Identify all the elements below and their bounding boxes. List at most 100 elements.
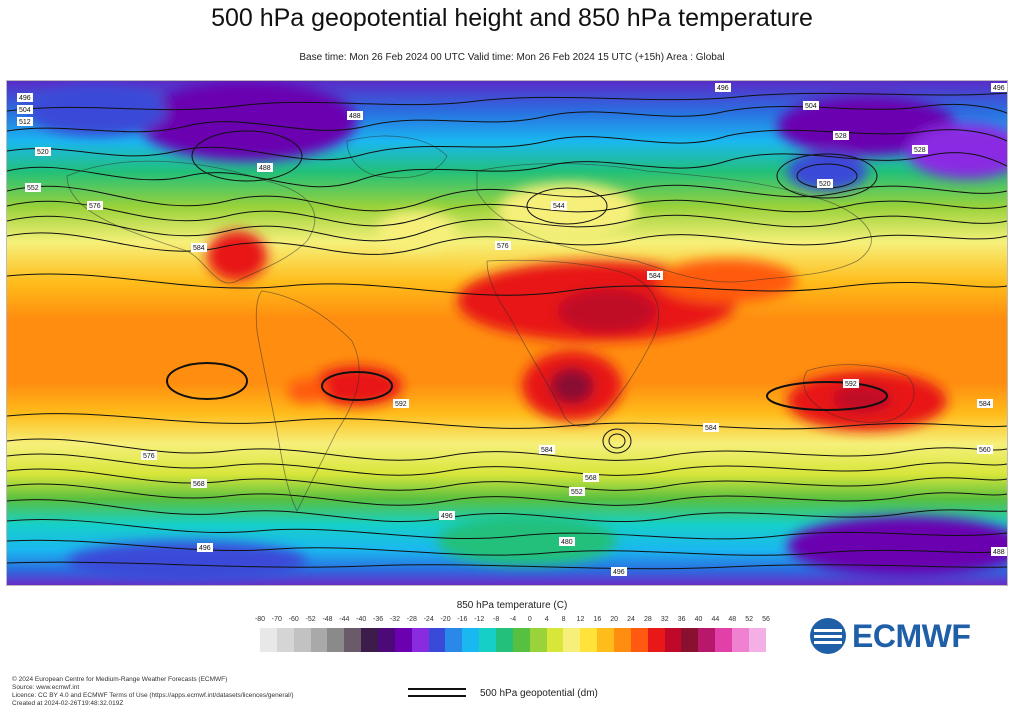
chart-subtitle: Base time: Mon 26 Feb 2024 00 UTC Valid … — [299, 52, 725, 63]
svg-text:496: 496 — [19, 95, 31, 102]
svg-text:504: 504 — [805, 103, 817, 110]
contour-label: 584 — [703, 423, 719, 432]
colorbar — [260, 628, 766, 652]
coastlines — [66, 135, 915, 512]
colorbar-swatch — [293, 628, 311, 652]
contour-label: 488 — [257, 163, 273, 172]
colorbar-tick-label: 32 — [660, 616, 669, 623]
geopotential-contours — [7, 92, 1007, 570]
colorbar-tick-label: -80 — [254, 616, 266, 623]
contour-label: 528 — [912, 145, 928, 154]
svg-text:552: 552 — [571, 489, 583, 496]
footer-credits: © 2024 European Centre for Medium-Range … — [12, 676, 294, 708]
colorbar-tick-label: -24 — [423, 616, 434, 623]
svg-text:504: 504 — [19, 107, 31, 114]
svg-text:576: 576 — [497, 243, 509, 250]
colorbar-swatch — [378, 628, 395, 652]
colorbar-swatch — [748, 628, 766, 652]
svg-text:552: 552 — [27, 185, 39, 192]
svg-text:496: 496 — [613, 569, 625, 576]
colorbar-tick-label: 20 — [610, 616, 619, 623]
contour-label: 560 — [977, 445, 993, 454]
colorbar-swatch — [462, 628, 480, 652]
footer-licence: Licence: CC BY 4.0 and ECMWF Terms of Us… — [12, 692, 294, 699]
colorbar-tick-label: 4 — [544, 616, 549, 623]
colorbar-swatch — [394, 628, 412, 652]
ecmwf-logo-icon — [810, 618, 846, 654]
svg-text:576: 576 — [89, 203, 101, 210]
contour-label: 496 — [197, 543, 213, 552]
colorbar-swatch — [597, 628, 615, 652]
svg-text:576: 576 — [143, 453, 155, 460]
colorbar-swatch — [614, 628, 631, 652]
colorbar-tick-label: -44 — [339, 616, 350, 623]
svg-text:488: 488 — [993, 549, 1005, 556]
footer-created: Created at 2024-02-26T19:48:32.019Z — [12, 700, 124, 707]
map-svg: 496 504 512 520 552 576 488 488 496 496 … — [7, 81, 1007, 585]
colorbar-swatch — [580, 628, 598, 652]
colorbar-swatch — [647, 628, 665, 652]
svg-text:544: 544 — [553, 203, 565, 210]
colorbar-tick-label: -32 — [389, 616, 400, 623]
contour-label: 576 — [87, 201, 103, 210]
contour-label: 488 — [991, 547, 1007, 556]
svg-text:528: 528 — [835, 133, 847, 140]
colorbar-tick-label: 48 — [728, 616, 737, 623]
contour-label: 496 — [611, 567, 627, 576]
svg-text:584: 584 — [193, 245, 205, 252]
colorbar-swatch — [546, 628, 564, 652]
contour-label: 584 — [977, 399, 993, 408]
colorbar-tick-label: -48 — [322, 616, 333, 623]
contour-label: 520 — [817, 179, 833, 188]
colorbar-ticks: -80 -70 -60 -52 -48 -44 -40 -36 -32 -28 -24 -20 -16-… — [249, 616, 777, 628]
svg-text:592: 592 — [395, 401, 407, 408]
colorbar-tick-label: 16 — [593, 616, 602, 623]
svg-text:496: 496 — [199, 545, 211, 552]
colorbar-tick-label: -4 — [509, 616, 517, 623]
colorbar-swatch — [715, 628, 733, 652]
contour-label: 496 — [17, 93, 33, 102]
contour-label: 520 — [35, 147, 51, 156]
colorbar-tick-label: 40 — [694, 616, 703, 623]
legend-line-icon — [408, 686, 466, 702]
contour-labels: 496 504 512 520 552 576 488 488 496 496 … — [17, 83, 1007, 576]
contour-label: 592 — [843, 379, 859, 388]
colorbar-tick-label: -16 — [457, 616, 468, 623]
svg-text:496: 496 — [717, 85, 729, 92]
svg-text:520: 520 — [37, 149, 49, 156]
contour-label: 576 — [495, 241, 511, 250]
colorbar-tick-label: -12 — [474, 616, 485, 623]
colorbar-tick-label: 28 — [644, 616, 652, 623]
legend-label: 500 hPa geopotential (dm) — [480, 688, 598, 699]
colorbar-tick-label: -40 — [356, 616, 367, 623]
contour-label: 504 — [803, 101, 819, 110]
svg-text:480: 480 — [561, 539, 573, 546]
contour-label: 552 — [569, 487, 585, 496]
colorbar-swatch — [260, 628, 277, 652]
colorbar-tick-label: 56 — [762, 616, 770, 623]
chart-title: 500 hPa geopotential height and 850 hPa … — [211, 4, 813, 32]
colorbar-swatch — [664, 628, 682, 652]
colorbar-tick-label: -8 — [493, 616, 500, 623]
svg-text:568: 568 — [585, 475, 597, 482]
contour-label: 584 — [539, 445, 555, 454]
colorbar-tick-label: 52 — [745, 616, 754, 623]
colorbar-tick-label: 44 — [711, 616, 720, 623]
contour-label: 496 — [439, 511, 455, 520]
footer-copyright: © 2024 European Centre for Medium-Range … — [12, 676, 228, 683]
svg-text:584: 584 — [705, 425, 717, 432]
colorbar-tick-label: -36 — [373, 616, 384, 623]
colorbar-swatch — [428, 628, 446, 652]
svg-text:488: 488 — [349, 113, 361, 120]
contour-label: 488 — [347, 111, 363, 120]
contour-label: 592 — [393, 399, 409, 408]
colorbar-swatch — [327, 628, 345, 652]
footer-source: Source: www.ecmwf.int — [12, 684, 80, 691]
colorbar-swatch — [361, 628, 379, 652]
colorbar-tick-label: -20 — [440, 616, 451, 623]
colorbar-tick-label: -60 — [288, 616, 299, 623]
contour-label: 528 — [833, 131, 849, 140]
svg-text:584: 584 — [649, 273, 661, 280]
svg-text:560: 560 — [979, 447, 991, 454]
colorbar-tick-label: 12 — [576, 616, 585, 623]
